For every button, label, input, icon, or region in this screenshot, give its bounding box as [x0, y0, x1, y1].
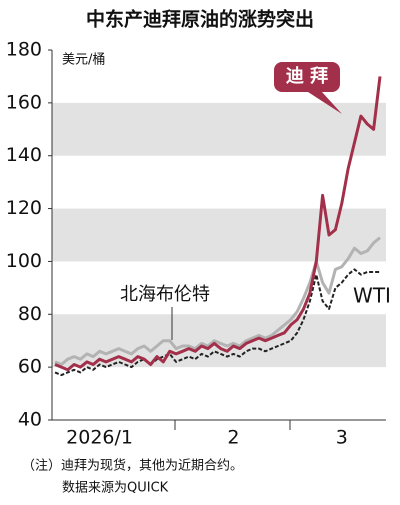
y-tick-label: 160 — [6, 91, 42, 113]
y-tick-label: 60 — [18, 356, 42, 378]
series-line — [54, 268, 380, 377]
grid-band — [52, 208, 386, 262]
x-tick-label: 2026/1 — [66, 427, 133, 449]
legend-label: 北海布伦特 — [120, 284, 210, 305]
y-tick-label: 120 — [6, 197, 42, 219]
legend-label: 迪 拜 — [286, 65, 328, 87]
label-box — [274, 62, 342, 114]
y-tick-label: 180 — [6, 39, 42, 61]
x-tick-label: 3 — [336, 427, 348, 449]
series-label-dubai: 迪 拜 — [274, 62, 342, 114]
y-tick-label: 100 — [6, 250, 42, 272]
note: （注）迪拜为现货，其他为近期合约。 — [22, 458, 243, 474]
y-tick-label: 40 — [18, 409, 42, 431]
series-line — [54, 76, 382, 372]
series-line — [54, 236, 381, 366]
grid-band — [52, 102, 386, 156]
note: 数据来源为QUICK — [62, 481, 169, 496]
y-tick-label: 80 — [18, 303, 42, 325]
legend-label: WTI — [353, 284, 391, 308]
grid-band — [52, 314, 386, 368]
y-axis-label: 美元/桶 — [62, 53, 105, 68]
y-tick-label: 140 — [6, 144, 42, 166]
x-tick-label: 2 — [227, 427, 239, 449]
chart-title: 中东产迪拜原油的涨势突出 — [86, 8, 314, 31]
